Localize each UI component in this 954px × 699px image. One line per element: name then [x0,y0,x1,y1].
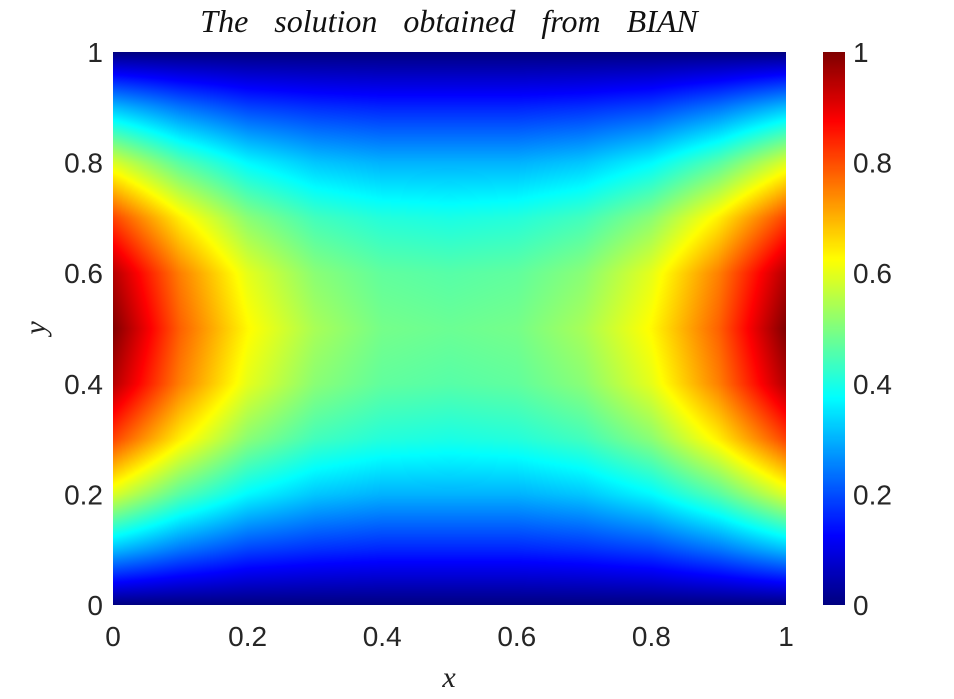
y-tick-label: 0.6 [64,258,103,289]
y-tick-label: 0 [87,590,103,621]
colorbar-tick-label: 1 [853,37,869,68]
colorbar-ticks: 0 0.2 0.4 0.6 0.8 1 [853,37,892,621]
colorbar-tick-label: 0.2 [853,479,892,510]
y-axis-label: y [19,321,52,338]
chart-title: The solution obtained from BIAN [200,3,699,39]
y-tick-label: 0.8 [64,148,103,179]
x-tick-label: 0.4 [363,621,402,652]
y-tick-label: 1 [87,37,103,68]
colorbar-tick-label: 0 [853,590,869,621]
x-tick-label: 0 [105,621,121,652]
colorbar-tick-label: 0.4 [853,369,892,400]
x-tick-label: 0.2 [228,621,267,652]
colorbar-gradient [823,52,845,605]
heatmap-image [113,52,786,605]
x-tick-label: 1 [778,621,794,652]
colorbar-tick-label: 0.6 [853,258,892,289]
colorbar [823,52,845,605]
plot-area [113,52,786,605]
x-axis-ticks: 0 0.2 0.4 0.6 0.8 1 [105,621,794,652]
x-tick-label: 0.6 [497,621,536,652]
x-tick-label: 0.8 [632,621,671,652]
y-tick-label: 0.4 [64,369,103,400]
y-axis-ticks: 0 0.2 0.4 0.6 0.8 1 [64,37,103,621]
x-axis-label: x [441,661,456,694]
colorbar-tick-label: 0.8 [853,148,892,179]
y-tick-label: 0.2 [64,479,103,510]
